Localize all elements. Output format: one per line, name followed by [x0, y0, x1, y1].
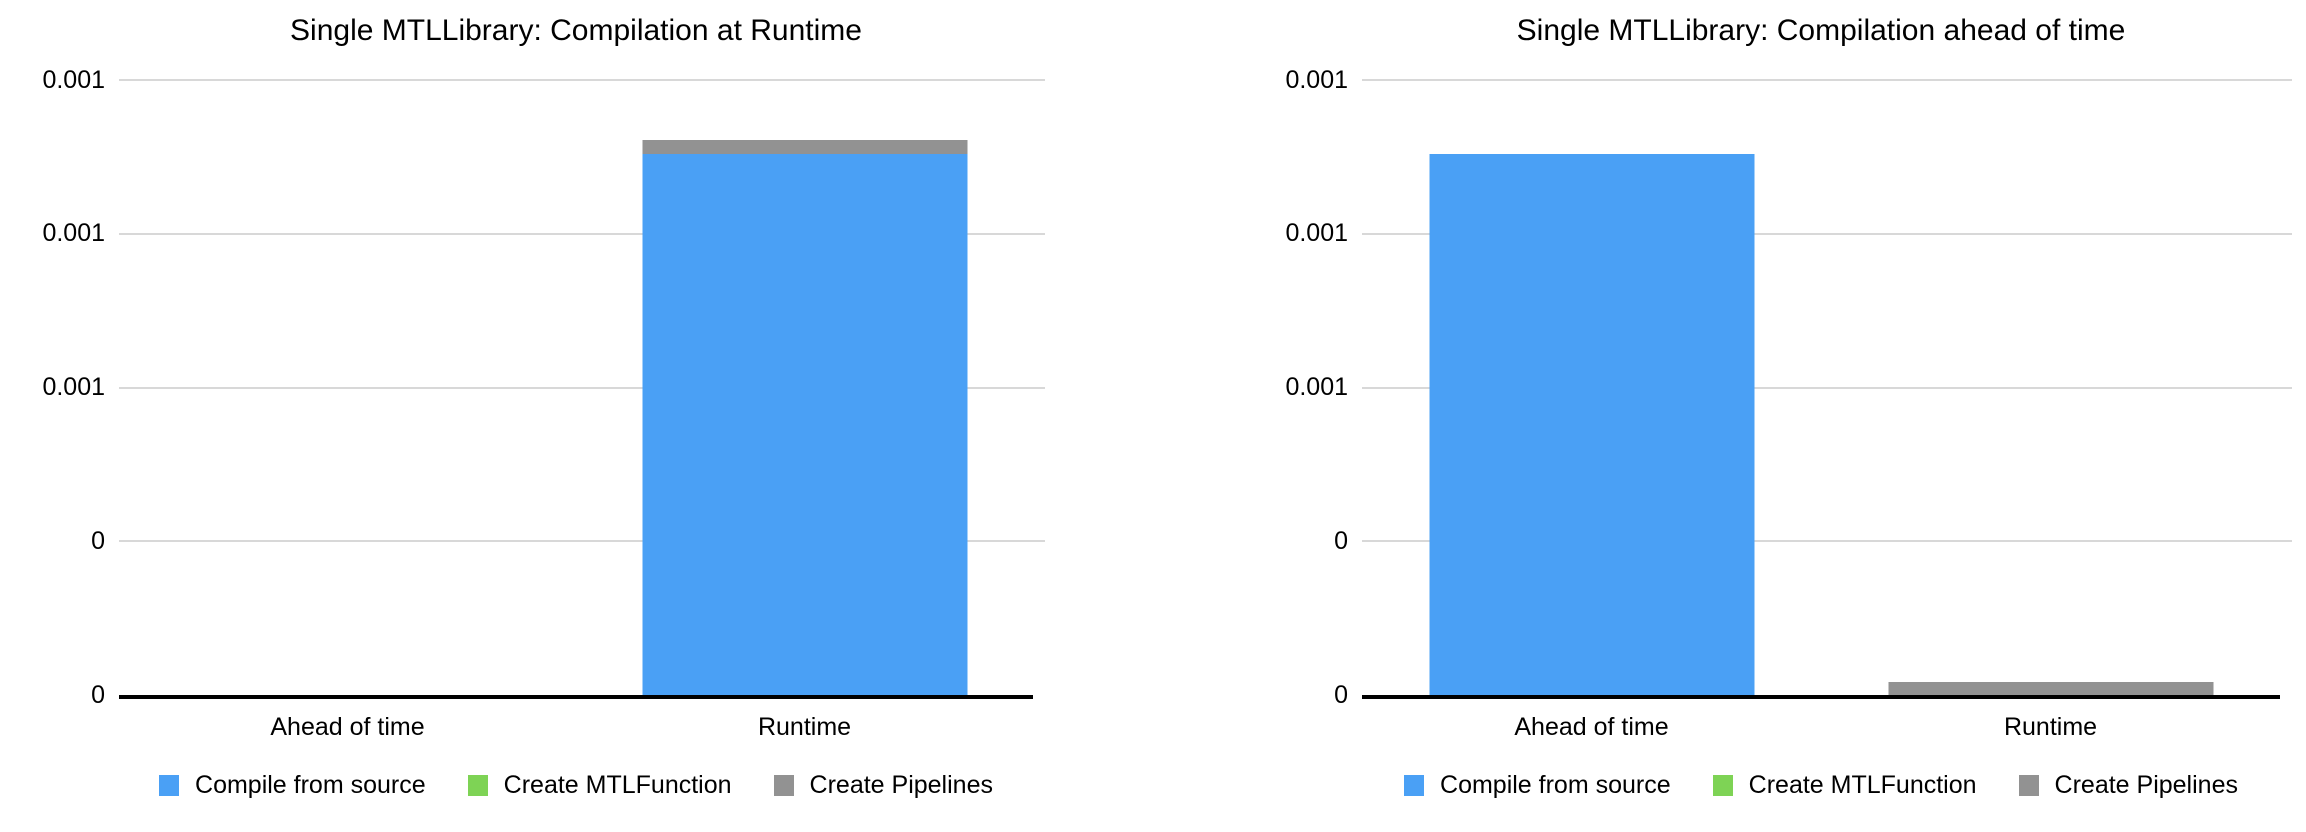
- legend-swatch-create-mtlfunction: [1712, 774, 1733, 796]
- chart-compilation-ahead-of-time: Single MTLLibrary: Compilation ahead of …: [1153, 0, 2306, 832]
- legend-item: Create MTLFunction: [467, 770, 732, 800]
- legend-swatch-create-pipelines: [773, 774, 794, 796]
- x-axis-category-label: Runtime: [757, 713, 852, 741]
- x-axis-category-label: Runtime: [2003, 713, 2098, 741]
- legend-item: Create MTLFunction: [1712, 770, 1977, 800]
- legend-item: Create Pipelines: [773, 770, 993, 800]
- chart-title: Single MTLLibrary: Compilation ahead of …: [1516, 14, 2126, 47]
- gridline: [1362, 386, 2292, 389]
- y-axis-tick-label: 0.001: [1285, 373, 1348, 401]
- bar-segment: [642, 154, 967, 695]
- y-axis-tick-label: 0: [91, 527, 105, 555]
- x-axis-category-label: Ahead of time: [1514, 713, 1669, 741]
- gridline: [1362, 232, 2292, 235]
- legend-item: Create Pipelines: [2018, 770, 2238, 800]
- chart-compilation-at-runtime: Single MTLLibrary: Compilation at Runtim…: [42, 14, 1045, 801]
- bar-stack-runtime: [642, 139, 967, 695]
- x-axis-labels: Ahead of time Runtime: [1362, 711, 2280, 743]
- plot-area: [119, 79, 1045, 699]
- gridline: [119, 540, 1045, 543]
- legend-label: Create Pipelines: [2054, 771, 2238, 799]
- y-axis-tick-label: 0: [1334, 681, 1348, 709]
- bar-stack-runtime: [1888, 681, 2213, 695]
- gridline: [119, 386, 1045, 389]
- legend-swatch-create-mtlfunction: [467, 774, 488, 796]
- bar-segment: [642, 139, 967, 155]
- gridline: [119, 79, 1045, 81]
- legend-swatch-compile-from-source: [159, 774, 180, 796]
- y-axis-tick-label: 0: [1334, 527, 1348, 555]
- legend-item: Compile from source: [159, 770, 426, 800]
- gridline: [1362, 540, 2292, 543]
- legend-label: Create MTLFunction: [503, 771, 732, 799]
- legend-swatch-compile-from-source: [1404, 774, 1425, 796]
- legend-label: Create MTLFunction: [1748, 771, 1977, 799]
- bar-segment: [1429, 154, 1754, 695]
- legend-label: Compile from source: [195, 771, 426, 799]
- y-axis-tick-label: 0: [91, 681, 105, 709]
- y-axis-tick-label: 0.001: [42, 373, 105, 401]
- y-axis-tick-label: 0.001: [42, 66, 105, 94]
- y-axis-tick-label: 0.001: [1285, 219, 1348, 247]
- legend-label: Compile from source: [1440, 771, 1671, 799]
- gridline: [1362, 79, 2292, 81]
- bar-segment: [1888, 681, 2213, 695]
- y-axis-tick-label: 0.001: [42, 219, 105, 247]
- legend-label: Create Pipelines: [809, 771, 993, 799]
- legend-item: Compile from source: [1404, 770, 1671, 800]
- plot-area: [1362, 79, 2292, 699]
- bar-stack-ahead-of-time: [1429, 154, 1754, 695]
- gridline: [119, 232, 1045, 235]
- x-axis-category-label: Ahead of time: [270, 713, 425, 741]
- legend: Compile from source Create MTLFunction C…: [119, 769, 1033, 801]
- legend: Compile from source Create MTLFunction C…: [1362, 769, 2280, 801]
- legend-swatch-create-pipelines: [2018, 774, 2039, 796]
- chart-title: Single MTLLibrary: Compilation at Runtim…: [290, 14, 862, 47]
- y-axis-tick-label: 0.001: [1285, 66, 1348, 94]
- x-axis-labels: Ahead of time Runtime: [119, 711, 1033, 743]
